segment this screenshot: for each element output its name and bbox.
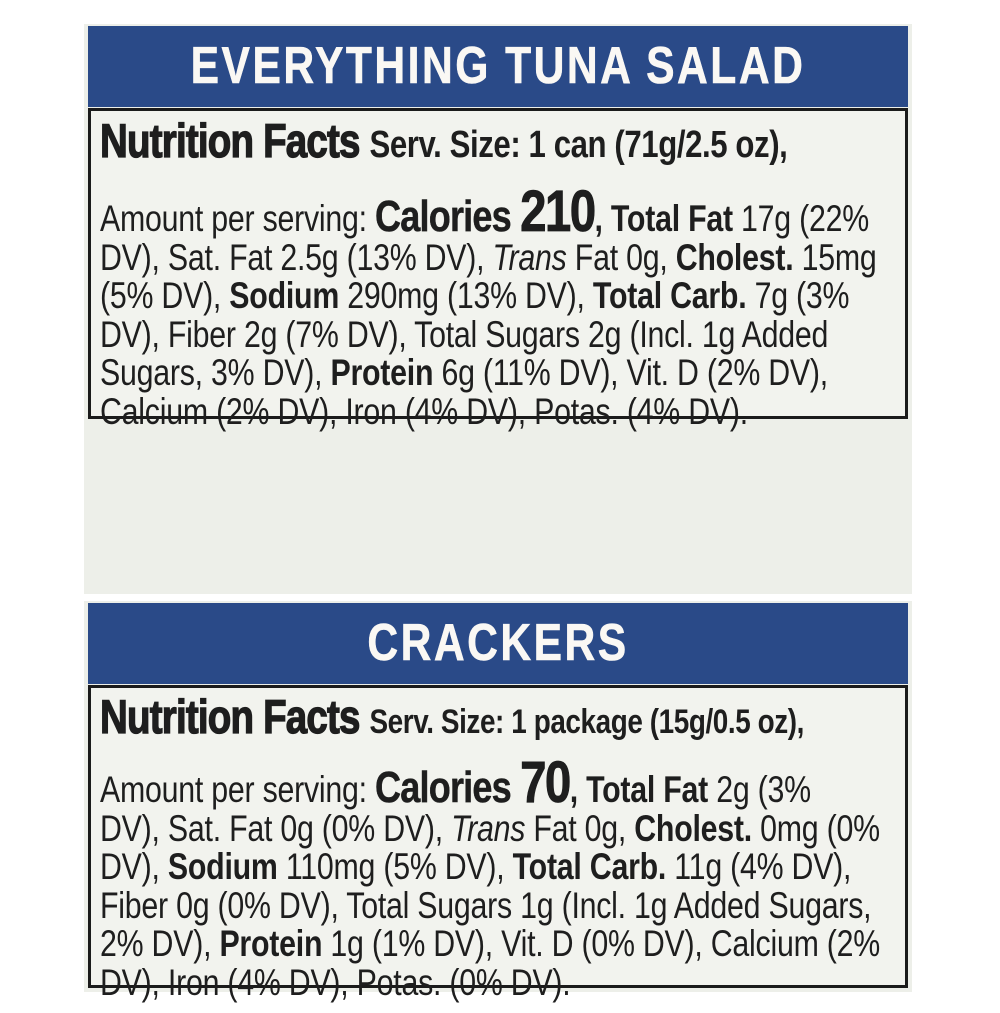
text-segment: DV), Iron (4% DV), Potas. (0% DV). bbox=[100, 961, 571, 1003]
text-segment: 6g (11% DV), Vit. D (2% DV), bbox=[433, 352, 828, 394]
text-segment: 7g (3% bbox=[746, 275, 850, 317]
text-segment: DV), Sat. Fat 0g (0% DV), bbox=[100, 807, 452, 849]
text-segment: 1g (1% DV), Vit. D (0% DV), Calcium (2% bbox=[322, 923, 881, 965]
text-segment: Total Carb. bbox=[512, 846, 667, 888]
nutrition-text-line: DV), Sat. Fat 2.5g (13% DV), Trans Fat 0… bbox=[100, 236, 914, 278]
text-segment: 17g (22% bbox=[732, 198, 869, 239]
crackers-nutrition-facts-heading: Nutrition Facts Serv. Size: 1 package (15… bbox=[99, 689, 914, 756]
text-segment: 210 bbox=[520, 179, 597, 244]
tuna-title-bar: EVERYTHING TUNA SALAD bbox=[88, 26, 908, 107]
text-segment: DV), Sat. Fat 2.5g (13% DV), bbox=[100, 236, 493, 278]
nutrition-text-line: Fiber 0g (0% DV), Total Sugars 1g (Incl.… bbox=[100, 884, 914, 926]
crackers-nutrition-panel: Nutrition Facts Serv. Size: 1 package (15… bbox=[88, 685, 908, 1002]
nutrition-text-line: 2% DV), Protein 1g (1% DV), Vit. D (0% D… bbox=[100, 925, 914, 964]
product-title-tuna: EVERYTHING TUNA SALAD bbox=[190, 37, 806, 96]
text-segment: DV), Fiber 2g (7% DV), Total Sugars 2g (… bbox=[100, 313, 829, 355]
text-segment: Sodium bbox=[167, 846, 278, 888]
crackers-title-bar: CRACKERS bbox=[88, 603, 908, 684]
crackers-panel-inner: Nutrition Facts Serv. Size: 1 package (15… bbox=[91, 688, 914, 1003]
tuna-nutrition-facts-heading: Nutrition Facts Serv. Size: 1 can (71g/2.… bbox=[99, 113, 914, 181]
text-segment: 15mg bbox=[793, 236, 877, 278]
text-segment: Fat 0g, bbox=[525, 807, 635, 849]
text-segment: 2g (3% bbox=[708, 769, 811, 810]
nutrition-text-line: Calcium (2% DV), Iron (4% DV), Potas. (4… bbox=[100, 390, 914, 432]
text-segment: Total Carb. bbox=[592, 275, 747, 317]
text-segment: Trans bbox=[451, 807, 526, 849]
text-segment: Fiber 0g (0% DV), Total Sugars 1g (Incl.… bbox=[100, 884, 872, 926]
crackers-label: CRACKERS Nutrition Facts Serv. Size: 1 pa… bbox=[84, 601, 912, 1002]
text-segment: Sodium bbox=[229, 275, 340, 317]
text-segment: Total Fat bbox=[586, 769, 709, 810]
tuna-salad-label: EVERYTHING TUNA SALAD Nutrition Facts Ser… bbox=[84, 24, 912, 594]
text-segment: 0mg (0% bbox=[751, 807, 880, 849]
text-segment: Amount per serving: bbox=[100, 198, 376, 239]
text-segment: Trans bbox=[492, 236, 567, 278]
text-segment: Cholest. bbox=[634, 807, 752, 849]
text-segment: 11g (4% DV), bbox=[666, 846, 852, 888]
text-segment: , bbox=[569, 769, 587, 810]
text-segment: Amount per serving: bbox=[100, 769, 376, 810]
text-segment: 110mg (5% DV), bbox=[277, 846, 513, 888]
text-segment: , bbox=[594, 198, 611, 239]
text-segment: Protein bbox=[219, 923, 323, 965]
crackers-nutrition-body: Amount per serving: Calories 70, Total F… bbox=[100, 753, 914, 1003]
crackers-title-wrap: CRACKERS bbox=[88, 603, 908, 684]
tuna-title-wrap: EVERYTHING TUNA SALAD bbox=[88, 26, 908, 107]
text-segment: Calories bbox=[375, 763, 521, 812]
nutrition-facts-title: Nutrition Facts bbox=[99, 113, 361, 167]
nutrition-facts-title: Nutrition Facts bbox=[99, 689, 361, 743]
tuna-nutrition-panel: Nutrition Facts Serv. Size: 1 can (71g/2.… bbox=[88, 108, 908, 431]
text-segment: Calcium (2% DV), Iron (4% DV), Potas. (4… bbox=[100, 390, 748, 432]
nutrition-text-line: Sugars, 3% DV), Protein 6g (11% DV), Vit… bbox=[100, 354, 914, 393]
text-segment: 70 bbox=[520, 750, 572, 815]
nutrition-text-line: (5% DV), Sodium 290mg (13% DV), Total Ca… bbox=[100, 275, 914, 317]
text-segment: Fat 0g, bbox=[566, 236, 676, 278]
text-segment: Sugars, 3% DV), bbox=[100, 352, 331, 394]
text-segment: Protein bbox=[330, 352, 434, 394]
serving-size: Serv. Size: 1 can (71g/2.5 oz), bbox=[369, 124, 788, 166]
nutrition-text-line: Amount per serving: Calories 70, Total F… bbox=[100, 753, 914, 812]
product-title-crackers: CRACKERS bbox=[367, 614, 629, 673]
text-segment: (5% DV), bbox=[100, 275, 230, 317]
nutrition-text-line: DV), Sat. Fat 0g (0% DV), Trans Fat 0g, … bbox=[100, 807, 914, 849]
nutrition-text-line: DV), Fiber 2g (7% DV), Total Sugars 2g (… bbox=[100, 313, 914, 355]
tuna-panel-inner: Nutrition Facts Serv. Size: 1 can (71g/2.… bbox=[91, 111, 914, 432]
text-segment: Total Fat bbox=[610, 198, 733, 239]
serving-size: Serv. Size: 1 package (15g/0.5 oz), bbox=[369, 703, 805, 741]
text-segment: 290mg (13% DV), bbox=[339, 275, 593, 317]
text-segment: 2% DV), bbox=[100, 923, 220, 965]
text-segment: Calories bbox=[375, 192, 521, 241]
tuna-nutrition-body: Amount per serving: Calories 210, Total … bbox=[100, 182, 914, 432]
nutrition-text-line: DV), Iron (4% DV), Potas. (0% DV). bbox=[100, 961, 914, 1003]
nutrition-text-line: DV), Sodium 110mg (5% DV), Total Carb. 1… bbox=[100, 846, 914, 888]
text-segment: Cholest. bbox=[675, 236, 794, 278]
nutrition-text-line: Amount per serving: Calories 210, Total … bbox=[100, 182, 914, 241]
text-segment: DV), bbox=[100, 846, 168, 888]
